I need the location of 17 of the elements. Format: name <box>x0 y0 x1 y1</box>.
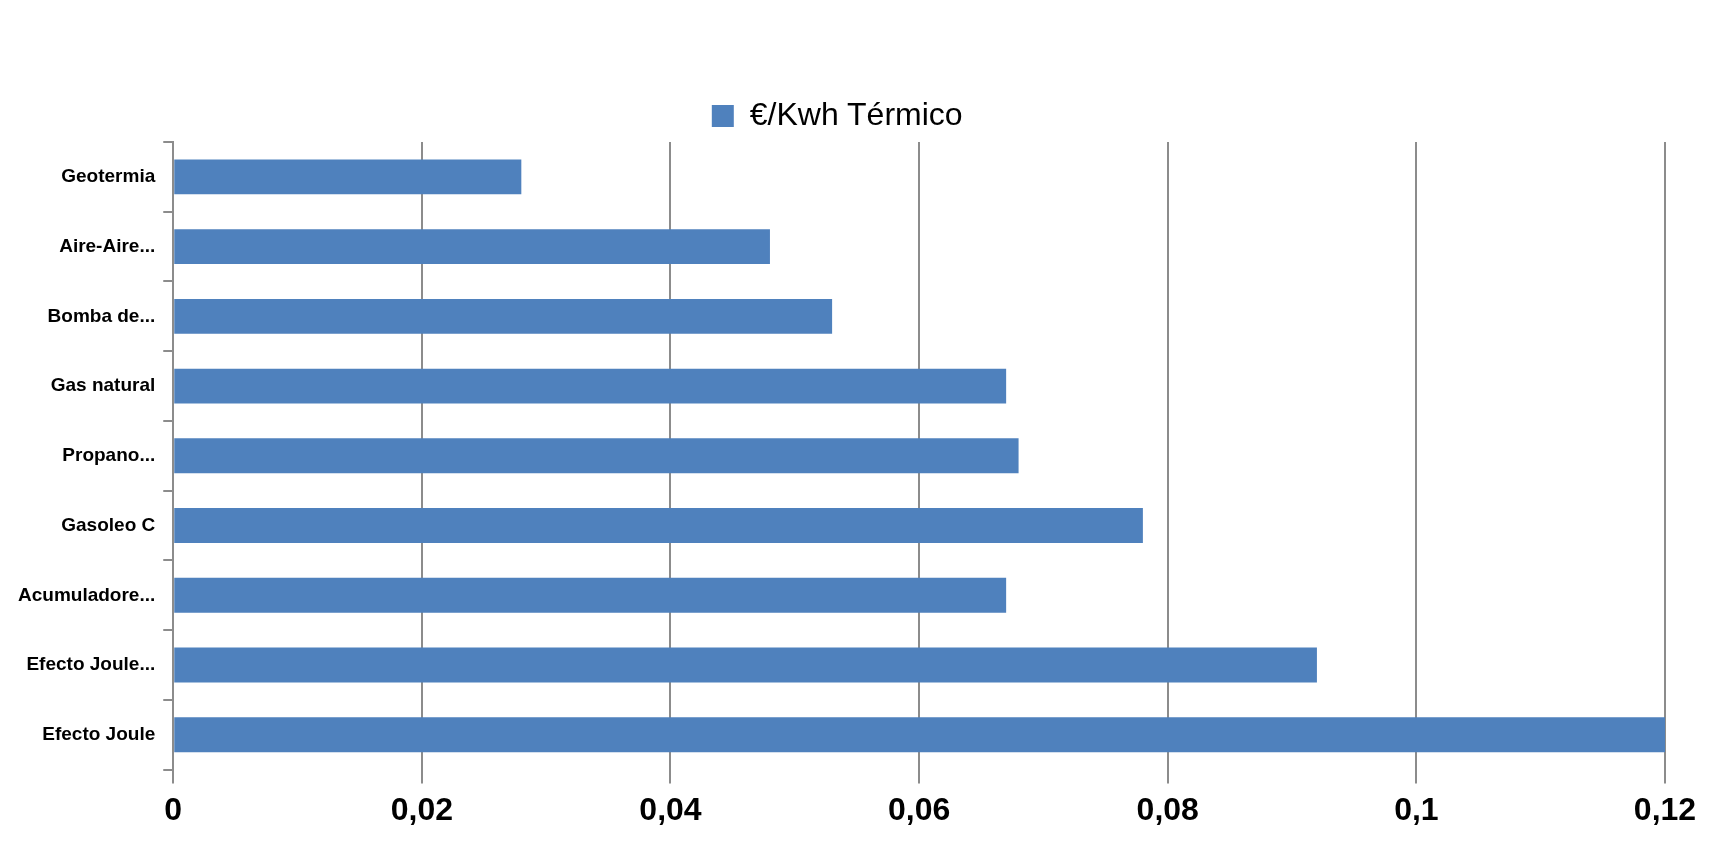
x-tick-label: 0,12 <box>1633 790 1697 827</box>
y-tick-label: Efecto Joule <box>42 722 156 744</box>
x-tick-label: 0,1 <box>1394 790 1439 827</box>
x-tick-label: 0,08 <box>1136 790 1199 827</box>
y-tick-label: Gas natural <box>50 374 156 396</box>
legend-label: €/Kwh Térmico <box>749 95 963 132</box>
y-tick-label: Acumuladore... <box>18 583 156 605</box>
y-tick-label: Gasoleo C <box>61 513 156 535</box>
y-tick-label: Geotermia <box>61 165 156 187</box>
y-tick-label: Propano... <box>62 444 156 466</box>
x-tick-label: 0,06 <box>887 790 951 827</box>
x-tick-label: 0 <box>164 790 183 827</box>
x-tick-label: 0,04 <box>639 790 702 827</box>
y-tick-label: Aire-Aire... <box>59 234 156 256</box>
y-tick-label: Bomba de... <box>47 304 156 326</box>
x-tick-label: 0,02 <box>390 790 454 827</box>
y-tick-label: Efecto Joule... <box>26 653 156 675</box>
